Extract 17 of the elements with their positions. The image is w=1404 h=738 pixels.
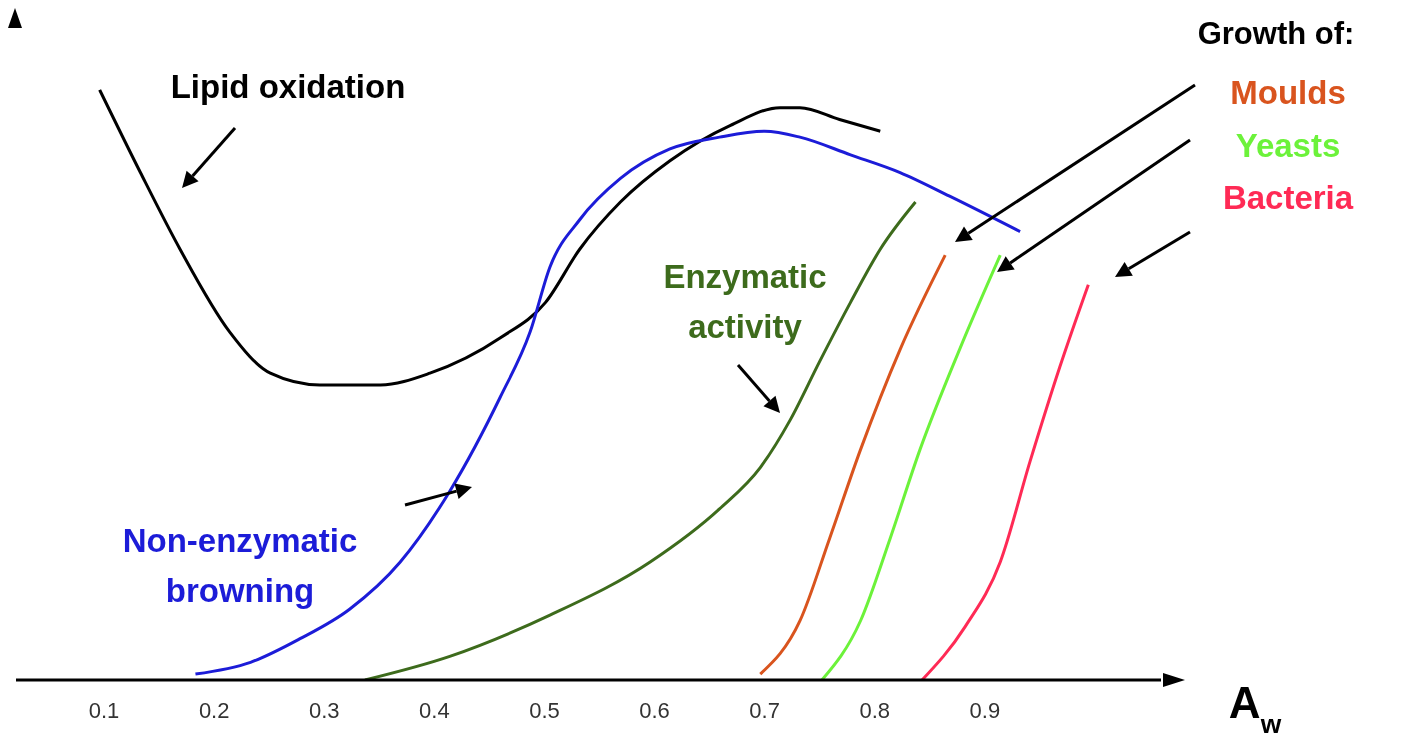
series-label: Lipid oxidation	[170, 68, 406, 105]
text: Yeasts	[1235, 127, 1341, 164]
x-tick-label: 0.8	[859, 697, 891, 723]
text: Growth of:	[1197, 16, 1355, 51]
series-label: Non-enzymatic browning	[122, 522, 358, 609]
series-label: Enzymatic activity	[663, 258, 827, 345]
x-tick-label: 0.2	[198, 697, 230, 723]
x-tick-label: 0.7	[749, 697, 780, 723]
x-tick-label: 0.9	[969, 697, 1001, 723]
x-tick-label: 0.4	[419, 697, 450, 723]
x-axis-title: A$_{w}$	[1228, 678, 1282, 738]
text: Bacteria	[1222, 179, 1354, 216]
x-tick-label: 0.3	[308, 697, 340, 723]
x-tick-label: 0.6	[639, 697, 670, 723]
x-tick-label: 0.1	[88, 697, 120, 723]
text: Moulds	[1230, 74, 1346, 111]
x-tick-label: 0.5	[529, 697, 560, 723]
